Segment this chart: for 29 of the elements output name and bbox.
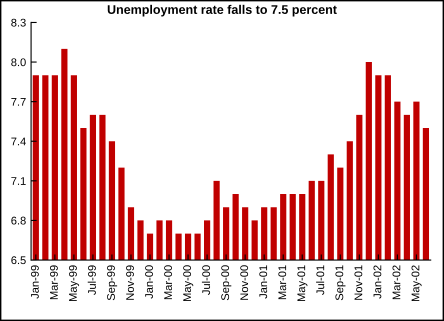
y-tick-label: 7.7 (11, 98, 26, 106)
y-tick-label: 6.5 (11, 256, 26, 264)
x-tick-label: Jan-99 (30, 265, 39, 299)
x-tick-label: Mar-99 (50, 265, 58, 300)
x-tick-label: Jan-00 (145, 265, 153, 299)
x-tick-label: Jul-01 (316, 265, 324, 295)
x-tick-label: May-99 (69, 265, 80, 302)
y-tick-label: 7.4 (11, 138, 26, 146)
x-tick-label: May-00 (183, 265, 194, 302)
x-tick-label: Jan-02 (373, 265, 382, 299)
x-tick-label: May-02 (412, 265, 422, 302)
x-tick-label: Jan-01 (259, 265, 268, 299)
y-tick-label: 8.0 (11, 58, 26, 66)
chart-title: Unemployment rate falls to 7.5 percent (108, 4, 337, 16)
y-tick-label: 6.8 (11, 216, 26, 225)
x-tick-label: May-01 (297, 265, 308, 302)
x-tick-label: Mar-02 (392, 265, 400, 300)
x-tick-label: Mar-01 (278, 265, 286, 300)
x-tick-label: Nov-01 (354, 265, 362, 300)
x-tick-label: Nov-99 (126, 265, 134, 300)
y-tick-label: 8.3 (11, 18, 26, 27)
x-tick-label: Sep-99 (107, 265, 118, 300)
y-tick-label: 7.1 (11, 177, 26, 185)
x-tick-label: Sep-01 (335, 265, 346, 300)
x-tick-label: Jul-00 (202, 265, 210, 295)
x-tick-label: Mar-00 (164, 265, 172, 300)
x-tick-label: Jul-99 (88, 265, 96, 295)
x-tick-label: Sep-00 (221, 265, 232, 300)
x-tick-label: Nov-00 (240, 265, 248, 300)
